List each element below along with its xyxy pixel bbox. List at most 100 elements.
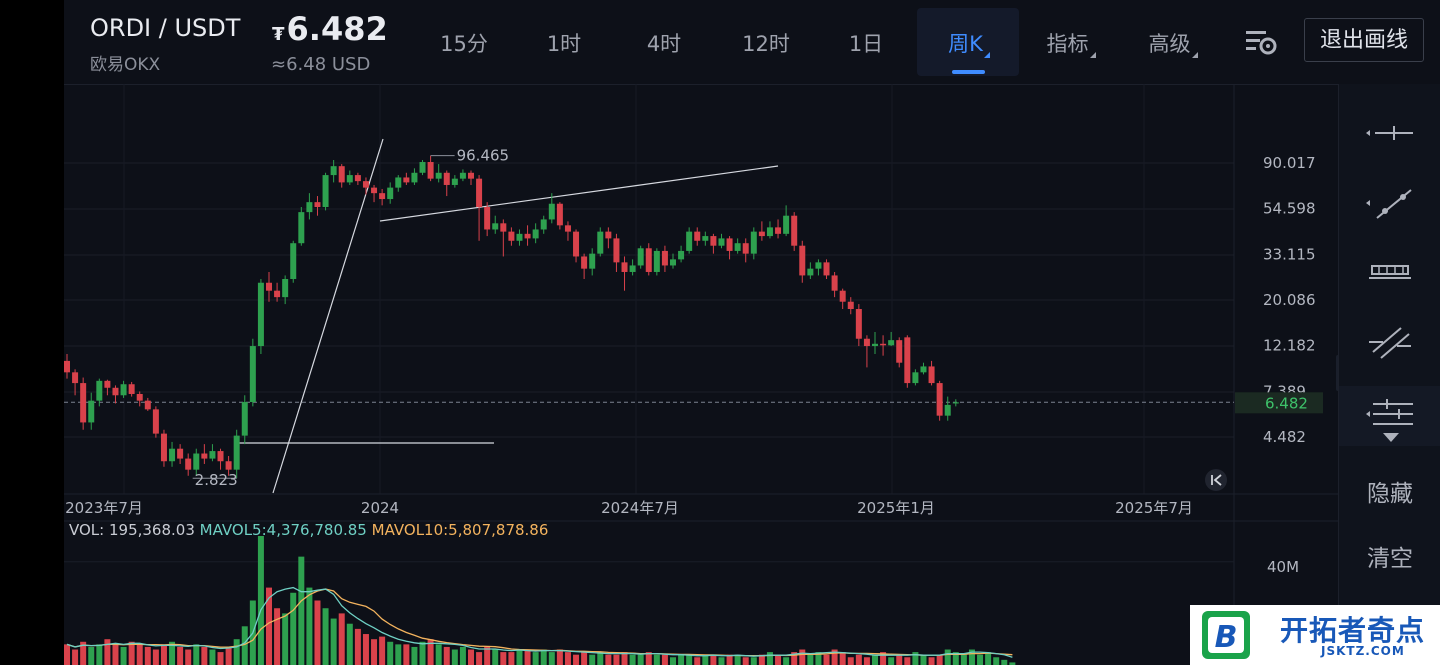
volume-bar <box>322 608 329 665</box>
volume-bar <box>694 657 701 665</box>
tab-weekly[interactable]: 周K <box>937 28 1001 58</box>
volume-bar <box>863 657 870 665</box>
volume-bar <box>1009 662 1016 665</box>
tab-15m[interactable]: 15分 <box>440 32 488 56</box>
exit-drawing-button[interactable]: 退出画线 <box>1304 18 1424 62</box>
trading-pair[interactable]: ORDI / USDT <box>90 14 241 42</box>
candle-body <box>872 343 878 347</box>
volume-bar <box>581 652 588 665</box>
candle-body <box>863 338 870 347</box>
volume-bar <box>306 587 313 665</box>
price-range-tool[interactable] <box>1339 242 1440 302</box>
volume-bar <box>564 652 571 665</box>
volume-bar <box>500 652 507 665</box>
tab-weekly-label: 周K <box>948 32 983 56</box>
volume-bar <box>605 654 612 665</box>
volume-bar <box>411 646 418 665</box>
candle-body <box>201 453 208 459</box>
candle-body <box>944 404 951 416</box>
candle-body <box>532 229 539 239</box>
volume-bar <box>670 657 676 665</box>
volume-bar <box>379 636 386 665</box>
volume-bar <box>152 649 159 665</box>
candle-body <box>257 282 264 347</box>
candle-body <box>589 253 596 269</box>
parallel-channel-tool[interactable] <box>1339 312 1440 372</box>
volume-bar <box>847 657 854 665</box>
mavol10-line <box>66 588 1013 657</box>
volume-bar <box>597 652 604 665</box>
tab-1h[interactable]: 1时 <box>546 32 582 56</box>
candle-body <box>217 451 224 462</box>
volume-bar <box>160 644 167 665</box>
volume-bar <box>144 646 151 665</box>
candle-body <box>346 175 353 183</box>
volume-bar <box>120 646 127 665</box>
volume-bar <box>451 649 458 665</box>
volume-bar <box>702 654 709 665</box>
volume-bar <box>257 536 264 665</box>
candle-body <box>330 166 337 176</box>
volume-bar <box>928 657 935 665</box>
volume-bar <box>993 657 1000 665</box>
fib-retracement-tool[interactable] <box>1339 386 1440 446</box>
volume-bar <box>104 639 111 665</box>
tab-advanced[interactable]: 高级 <box>1138 28 1208 58</box>
chart-settings-icon[interactable] <box>1244 28 1278 56</box>
candle-body <box>508 231 515 241</box>
candle-body <box>597 231 604 254</box>
tab-indicators[interactable]: 指标 <box>1036 28 1106 58</box>
volume-bar <box>726 654 733 665</box>
volume-bar <box>484 646 491 665</box>
candle-body <box>120 384 127 396</box>
volume-bar <box>710 654 717 665</box>
horizontal-ray-icon <box>1366 126 1413 140</box>
volume-bar <box>217 652 224 665</box>
volume-bar <box>944 649 951 665</box>
hide-drawings-button[interactable]: 隐藏 <box>1367 481 1413 507</box>
tab-1d[interactable]: 1日 <box>848 32 884 56</box>
volume-bar <box>775 654 782 665</box>
candle-body <box>451 178 458 185</box>
candle-body <box>72 372 79 384</box>
volume-bar <box>1001 659 1008 665</box>
candle-body <box>855 309 862 339</box>
tab-12h[interactable]: 12时 <box>742 32 790 56</box>
volume-bar <box>952 652 959 665</box>
candle-body <box>524 233 531 239</box>
x-tick-label: 2024年7月 <box>601 499 679 517</box>
horizontal-ray-tool[interactable] <box>1339 102 1440 162</box>
candle-body <box>928 366 935 384</box>
volume-bar <box>435 644 442 665</box>
candle-body <box>952 402 959 404</box>
candle-body <box>492 223 499 230</box>
active-tab-background <box>917 8 1019 76</box>
candle-body <box>637 248 644 266</box>
candle-body <box>831 275 838 291</box>
candle-body <box>670 259 676 266</box>
candle-body <box>807 268 814 276</box>
volume-bar <box>540 649 547 665</box>
volume-bar <box>621 652 628 665</box>
fib-retracement-icon <box>1366 399 1413 442</box>
volume-bar <box>443 646 450 665</box>
volume-bar <box>661 654 668 665</box>
y-tick-label: 4.482 <box>1263 428 1306 446</box>
volume-bar <box>298 556 305 665</box>
volume-bar <box>201 646 208 665</box>
tab-4h[interactable]: 4时 <box>646 32 682 56</box>
volume-bar <box>823 654 830 665</box>
drawing-trendline-uptrend <box>272 138 384 494</box>
volume-bar <box>799 649 806 665</box>
candle-body <box>306 202 313 213</box>
candle-body <box>775 227 782 234</box>
candle-body <box>540 219 547 230</box>
volume-bar <box>855 654 862 665</box>
clear-drawings-button[interactable]: 清空 <box>1367 546 1413 572</box>
candlestick-chart[interactable]: 90.01754.59833.11520.08612.1827.3894.482… <box>64 84 1338 665</box>
volume-bar <box>532 652 539 665</box>
trend-line-tool[interactable] <box>1339 172 1440 232</box>
parallel-channel-icon <box>1369 327 1411 359</box>
candle-body <box>371 187 378 194</box>
volume-bar <box>718 657 725 665</box>
